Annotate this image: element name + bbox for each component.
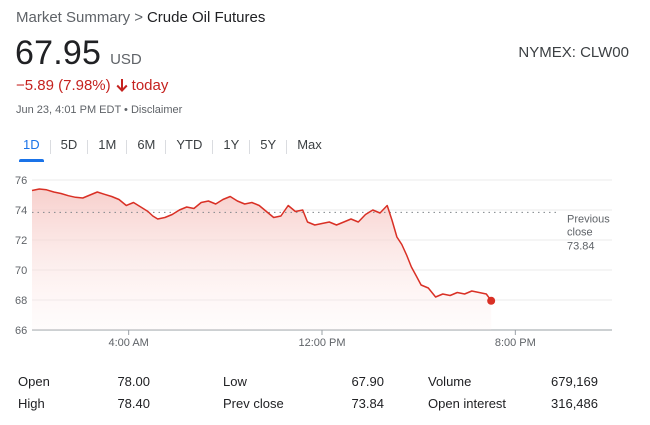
stats-row: Open 78.00 Low 67.90 Volume 679,169 [18,370,638,392]
tab-divider [126,140,128,154]
stat-value: 78.40 [117,395,150,411]
stats-row: High 78.40 Prev close 73.84 Open interest 316… [18,392,638,414]
meta-bullet: • [124,104,128,116]
breadcrumb-separator: > [134,9,143,26]
tab-max[interactable]: Max [297,137,322,152]
stat-label: Volume [428,373,472,389]
arrow-down-icon [116,79,128,92]
price-change: −5.89 (7.98%) today [16,77,168,94]
stat-value: 679,169 [551,373,598,389]
tab-1d[interactable]: 1D [13,136,50,162]
tab-divider [286,140,288,154]
current-price: 67.95 [15,34,102,72]
tab-divider [87,140,89,154]
change-period: today [131,77,169,94]
currency-label: USD [110,51,142,68]
stat-value: 73.84 [351,395,384,411]
y-tick-label: 68 [15,295,27,307]
tab-divider [165,140,167,154]
tab-5d[interactable]: 5D [60,137,78,152]
stat-label: Low [223,373,247,389]
x-tick-label: 8:00 PM [495,337,536,349]
stat-label: Prev close [223,395,284,411]
y-tick-label: 76 [15,175,27,187]
current-price-point [487,296,496,305]
stat-label: High [18,395,45,411]
previous-close-label: Previous [567,213,610,225]
disclaimer-link[interactable]: Disclaimer [130,104,183,116]
tab-ytd[interactable]: YTD [176,137,203,152]
y-tick-label: 74 [15,205,27,217]
y-tick-label: 72 [15,235,27,247]
y-tick-label: 70 [15,265,27,277]
tab-1y[interactable]: 1Y [223,137,240,152]
tab-divider [249,140,251,154]
change-value: −5.89 (7.98%) [16,77,111,94]
tab-6m[interactable]: 6M [137,137,156,152]
price-area [32,189,492,330]
x-tick-label: 12:00 PM [298,337,345,349]
price-chart: 66 68 70 72 74 76 4:00 AM 12:00 PM 8:00 PM Previo… [15,175,612,349]
quote-meta: Jun 23, 4:01 PM EDT • Disclaimer [16,104,182,116]
tab-divider [212,140,214,154]
y-tick-label: 66 [15,325,27,337]
breadcrumb-current: Crude Oil Futures [146,9,266,26]
breadcrumb: Market Summary > Crude Oil Futures [16,9,265,26]
breadcrumb-parent[interactable]: Market Summary [16,9,131,26]
stat-value: 316,486 [551,395,598,411]
price-row: 67.95 USD [15,34,142,73]
stat-label: Open interest [428,395,507,411]
stat-label: Open [18,373,50,389]
x-tick-label: 4:00 AM [108,337,148,349]
price-line [31,188,492,302]
stats-table: Open 78.00 Low 67.90 Volume 679,169 High 78.40 P… [18,370,638,414]
exchange-symbol: NYMEX: CLW00 [518,44,629,61]
tab-1m[interactable]: 1M [98,137,117,152]
quote-timestamp: Jun 23, 4:01 PM EDT [16,104,121,116]
stat-value: 67.90 [351,373,384,389]
previous-close-value: 73.84 [567,240,595,252]
tab-5y[interactable]: 5Y [260,137,277,152]
previous-close-label: close [567,226,593,238]
stat-value: 78.00 [117,373,150,389]
tab-divider [49,140,51,154]
time-range-tabs: 1D 5D 1M 6M YTD 1Y 5Y Max [13,136,332,162]
